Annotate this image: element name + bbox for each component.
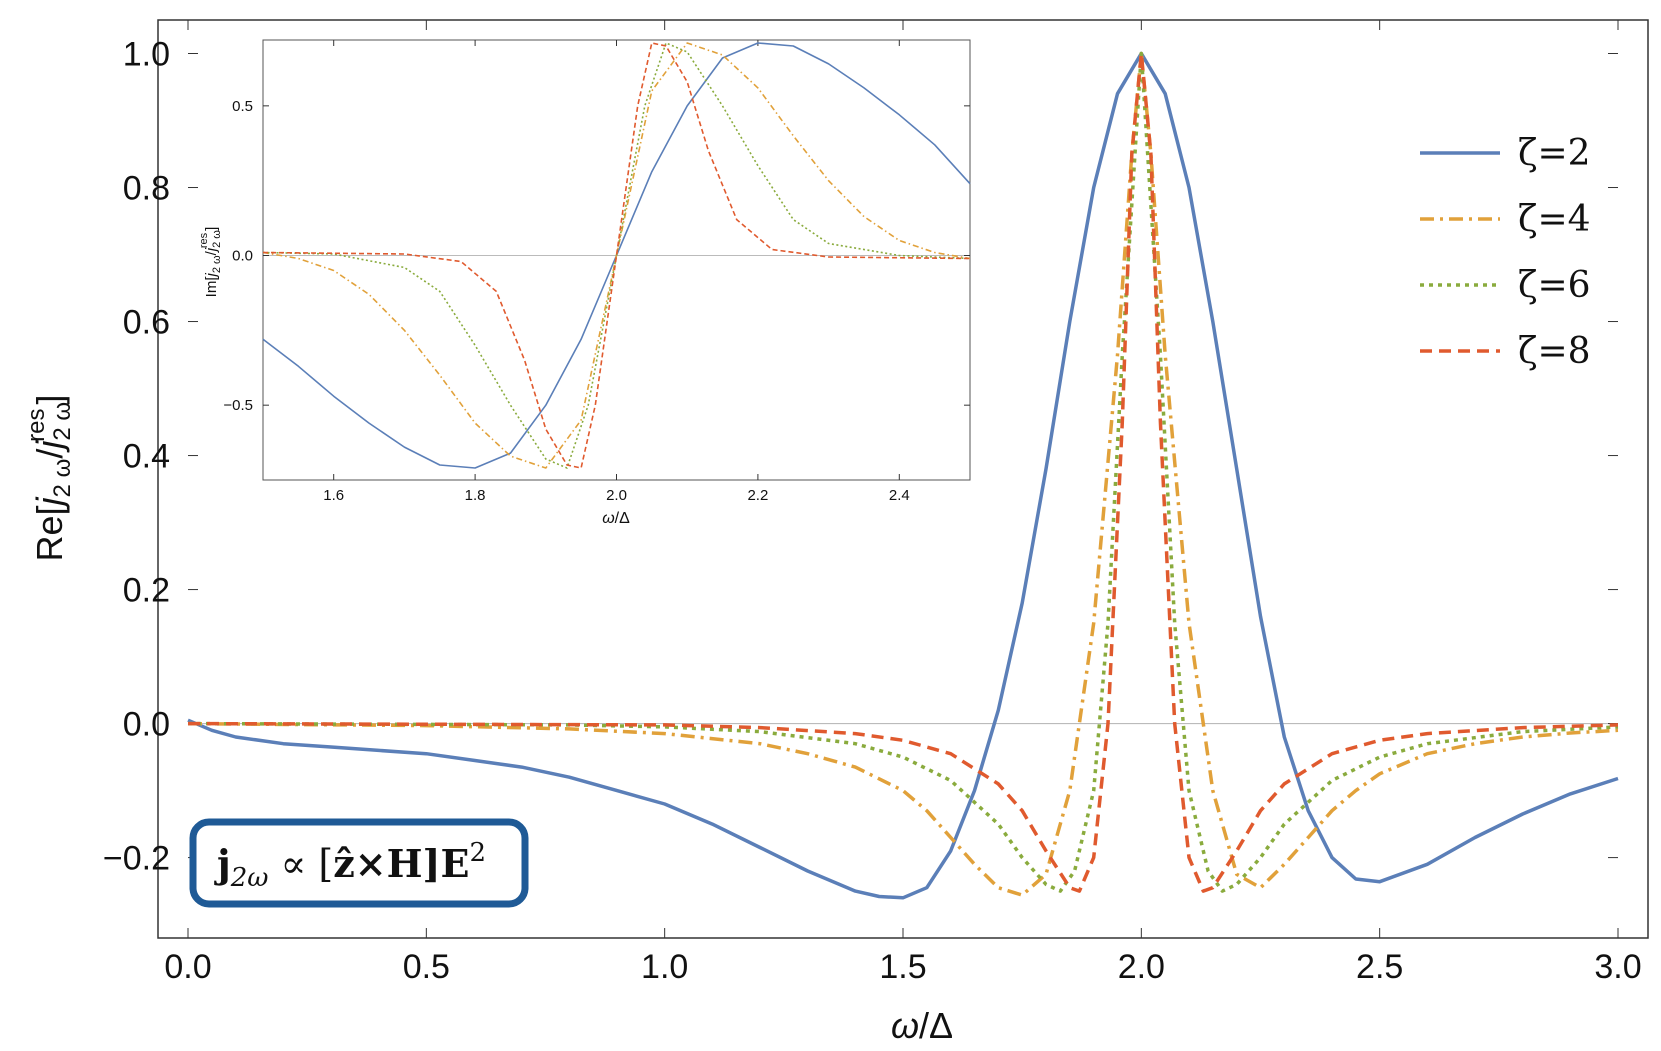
main-x-tick-label: 3.0 [1594,948,1641,986]
formula-prop: ∝ [ [269,842,334,886]
legend-label-1: ζ=2 [1518,133,1591,174]
legend-label-4: ζ=8 [1518,331,1591,372]
inset-y-axis-title-text: Im[j2 ω/j2 ωres] [198,227,223,298]
inset-x-axis-var: ω [602,510,614,527]
inset-series-4-line [262,42,971,469]
main-y-tick-label: 0.6 [123,304,170,342]
formula-annotation: j2ω ∝ [ẑ×H]E2 [189,818,529,908]
y-axis-title-text: Re[j2 ω/j2 ωres] [23,395,76,562]
formula-box [189,818,529,908]
main-x-tick-label: 0.5 [403,948,450,986]
inset-x-axis-title: ω/Δ [602,510,630,527]
main-y-tick-label: −0.2 [103,840,170,878]
inset-y-tick-label: −0.5 [223,397,253,414]
main-ticks: 0.0 0.5 1.0 1.5 2.0 2.5 3.0 −0.2 0.0 0.2 0.4 0.6 0.8… [103,20,1642,986]
main-x-tick-label: 0.0 [164,948,211,986]
inset-x-tick-label: 2.2 [747,487,768,504]
legend: ζ=2 ζ=4 ζ=6 ζ=8 [1420,133,1591,372]
x-axis-sep: / [919,1005,929,1046]
main-x-axis-title: ω/Δ [891,1005,953,1046]
inset-series [262,42,971,469]
legend-label-2: ζ=4 [1518,199,1591,240]
main-plot: 0.0 0.5 1.0 1.5 2.0 2.5 3.0 −0.2 0.0 0.2 0.4 0.6 0.8… [103,19,1649,986]
main-y-tick-label: 0.2 [123,572,170,610]
inset-x-axis-unit: Δ [619,510,630,527]
formula-j: j [214,841,231,886]
main-y-axis-title: Re[j2 ω/j2 ωres] [23,395,76,562]
main-x-tick-label: 2.5 [1356,948,1403,986]
inset-x-tick-label: 2.0 [606,487,627,504]
inset-y-axis-title: Im[j2 ω/j2 ωres] [198,227,223,298]
main-x-tick-label: 1.0 [641,948,688,986]
formula-superscript: 2 [469,838,486,868]
main-x-tick-label: 2.0 [1118,948,1165,986]
x-axis-var: ω [891,1005,919,1046]
inset-ticks: 1.6 1.8 2.0 2.2 2.4 −0.5 0.0 0.5 [223,40,970,504]
inset-y-tick-label: 0.5 [232,98,253,115]
main-y-tick-label: 0.8 [123,170,170,208]
inset-x-tick-label: 1.8 [465,487,486,504]
main-y-tick-label: 1.0 [123,36,170,74]
main-y-tick-label: 0.0 [123,706,170,744]
formula-cross: ×H]E [355,841,470,886]
formula-zhat: ẑ [333,841,355,886]
inset-plot: 1.6 1.8 2.0 2.2 2.4 −0.5 0.0 0.5 Im[j2 ω/j2 ωre… [198,39,971,527]
main-x-tick-label: 1.5 [879,948,926,986]
main-series-4-line [187,51,1619,893]
main-series-1-line [187,51,1619,900]
legend-label-3: ζ=6 [1518,265,1591,306]
main-series [187,51,1619,900]
inset-series-2-line [262,42,971,469]
inset-x-tick-label: 1.6 [323,487,344,504]
formula-subscript: 2ω [230,863,269,893]
inset-x-tick-label: 2.4 [889,487,910,504]
inset-y-tick-label: 0.0 [232,248,253,265]
x-axis-unit: Δ [929,1005,953,1046]
formula-text: j2ω ∝ [ẑ×H]E2 [214,838,486,893]
inset-series-3-line [262,42,971,469]
inset-x-axis-sep: / [615,510,620,527]
main-y-tick-label: 0.4 [123,438,170,476]
